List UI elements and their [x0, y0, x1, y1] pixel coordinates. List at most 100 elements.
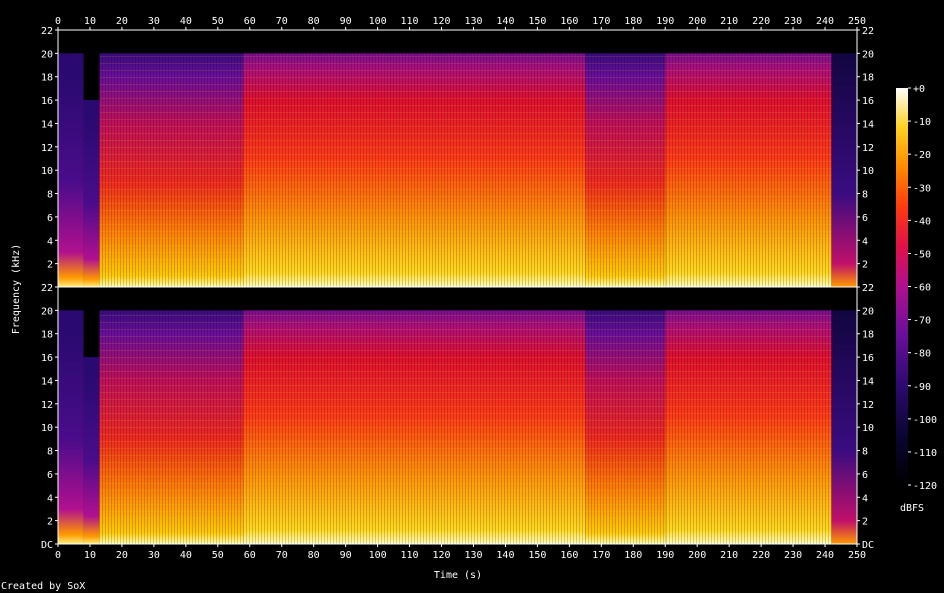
x-tick-label: 90 — [340, 16, 352, 27]
colorbar-label: dBFS — [900, 503, 924, 514]
y-tick-label: 10 — [862, 166, 874, 177]
x-tick-label: 20 — [116, 16, 128, 27]
x-tick-label: 140 — [496, 16, 514, 27]
x-tick-label: 130 — [464, 550, 482, 561]
colorbar-tick-label: +0 — [913, 84, 925, 95]
y-tick-label: 6 — [862, 213, 868, 224]
y-tick-label: 2 — [47, 260, 53, 271]
colorbar-tick-label: -120 — [913, 481, 937, 492]
x-tick-label: 250 — [848, 16, 866, 27]
x-tick-label: 60 — [244, 16, 256, 27]
x-tick-label: 240 — [816, 550, 834, 561]
x-tick-label: 180 — [624, 550, 642, 561]
x-tick-label: 110 — [401, 16, 419, 27]
y-tick-label: 22 — [41, 283, 53, 294]
channel-2-segment — [831, 310, 857, 544]
y-tick-label: 4 — [862, 236, 868, 247]
x-tick-label: 160 — [560, 550, 578, 561]
y-tick-label: 20 — [862, 306, 874, 317]
y-tick-label: 4 — [47, 493, 53, 504]
y-tick-label: 8 — [47, 447, 53, 458]
channel-1-segment-harmonics — [243, 53, 586, 288]
channel-1-segment-harmonics — [665, 53, 832, 288]
x-tick-label: 100 — [369, 16, 387, 27]
x-tick-label: 20 — [116, 550, 128, 561]
x-tick-label: 250 — [848, 550, 866, 561]
x-tick-label: 150 — [528, 550, 546, 561]
x-tick-label: 220 — [752, 16, 770, 27]
x-tick-label: 220 — [752, 550, 770, 561]
x-tick-label: 200 — [688, 16, 706, 27]
y-tick-label: 22 — [862, 26, 874, 37]
y-tick-label: 4 — [47, 236, 53, 247]
colorbar-tick-label: -50 — [913, 249, 931, 260]
channel-1-segment — [58, 53, 84, 288]
x-tick-label: 200 — [688, 550, 706, 561]
x-tick-label: 40 — [180, 550, 192, 561]
colorbar — [896, 88, 908, 485]
x-tick-label: 160 — [560, 16, 578, 27]
y-tick-label: 12 — [41, 400, 53, 411]
y-tick-label: 12 — [41, 143, 53, 154]
channel-2-segment-harmonics — [585, 310, 666, 544]
channel-2-frame — [57, 286, 858, 545]
x-tick-label: 170 — [592, 550, 610, 561]
y-tick-label: DC — [862, 540, 874, 551]
channel-2-segment-harmonics — [665, 310, 832, 544]
y-tick-label: 16 — [41, 353, 53, 364]
y-tick-label: 22 — [41, 26, 53, 37]
x-tick-label: 240 — [816, 16, 834, 27]
channel-2-segment — [83, 357, 100, 544]
x-tick-label: 10 — [84, 16, 96, 27]
x-tick-label: 80 — [308, 16, 320, 27]
y-tick-label: 16 — [862, 353, 874, 364]
y-tick-label: 14 — [41, 119, 53, 130]
y-tick-label: 14 — [862, 119, 874, 130]
x-tick-label: 70 — [276, 16, 288, 27]
colorbar-tick-label: -60 — [913, 283, 931, 294]
x-tick-label: 230 — [784, 16, 802, 27]
y-tick-label: 20 — [41, 306, 53, 317]
y-tick-label: 6 — [47, 470, 53, 481]
x-tick-label: 230 — [784, 550, 802, 561]
x-tick-label: 60 — [244, 550, 256, 561]
colorbar-tick-label: -20 — [913, 150, 931, 161]
x-tick-label: 210 — [720, 16, 738, 27]
y-axis-label: Frequency (kHz) — [11, 244, 22, 334]
channel-2-segment — [58, 310, 84, 544]
y-tick-label: 6 — [47, 213, 53, 224]
y-tick-label: 6 — [862, 470, 868, 481]
y-tick-label: 10 — [862, 423, 874, 434]
x-axis-label: Time (s) — [434, 570, 482, 581]
colorbar-ticks: +0 -10 -20 -30 -40 -50 -60 -70 -80 -90 -100 -110 -12… — [908, 84, 937, 492]
y-tick-label: 18 — [862, 73, 874, 84]
y-tick-label: 14 — [862, 376, 874, 387]
x-tick-label: 110 — [401, 550, 419, 561]
x-tick-label: 30 — [148, 550, 160, 561]
x-tick-label: 0 — [55, 550, 61, 561]
y-tick-label: 16 — [862, 96, 874, 107]
colorbar-tick-label: -70 — [913, 316, 931, 327]
channel-1-segment — [831, 53, 857, 288]
x-tick-label: 0 — [55, 16, 61, 27]
y-tick-label: 20 — [41, 49, 53, 60]
x-tick-label: 100 — [369, 550, 387, 561]
colorbar-tick-label: -90 — [913, 382, 931, 393]
colorbar-tick-label: -10 — [913, 117, 931, 128]
channel-1-panel — [57, 29, 858, 288]
x-tick-label: 80 — [308, 550, 320, 561]
x-tick-label: 120 — [432, 16, 450, 27]
y-tick-label: 8 — [862, 447, 868, 458]
channel-1-segment-harmonics — [99, 53, 244, 288]
x-tick-label: 210 — [720, 550, 738, 561]
colorbar-tick-label: -100 — [913, 415, 937, 426]
channel-1-segment — [83, 100, 100, 287]
sox-credit: Created by SoX — [1, 581, 85, 592]
channel-1-segment-harmonics — [585, 53, 666, 288]
y-tick-label: 18 — [41, 330, 53, 341]
channel-2-segment-harmonics — [243, 310, 586, 544]
y-tick-label: 8 — [862, 190, 868, 201]
colorbar-tick-label: -110 — [913, 448, 937, 459]
spectrogram-panels — [57, 29, 858, 545]
